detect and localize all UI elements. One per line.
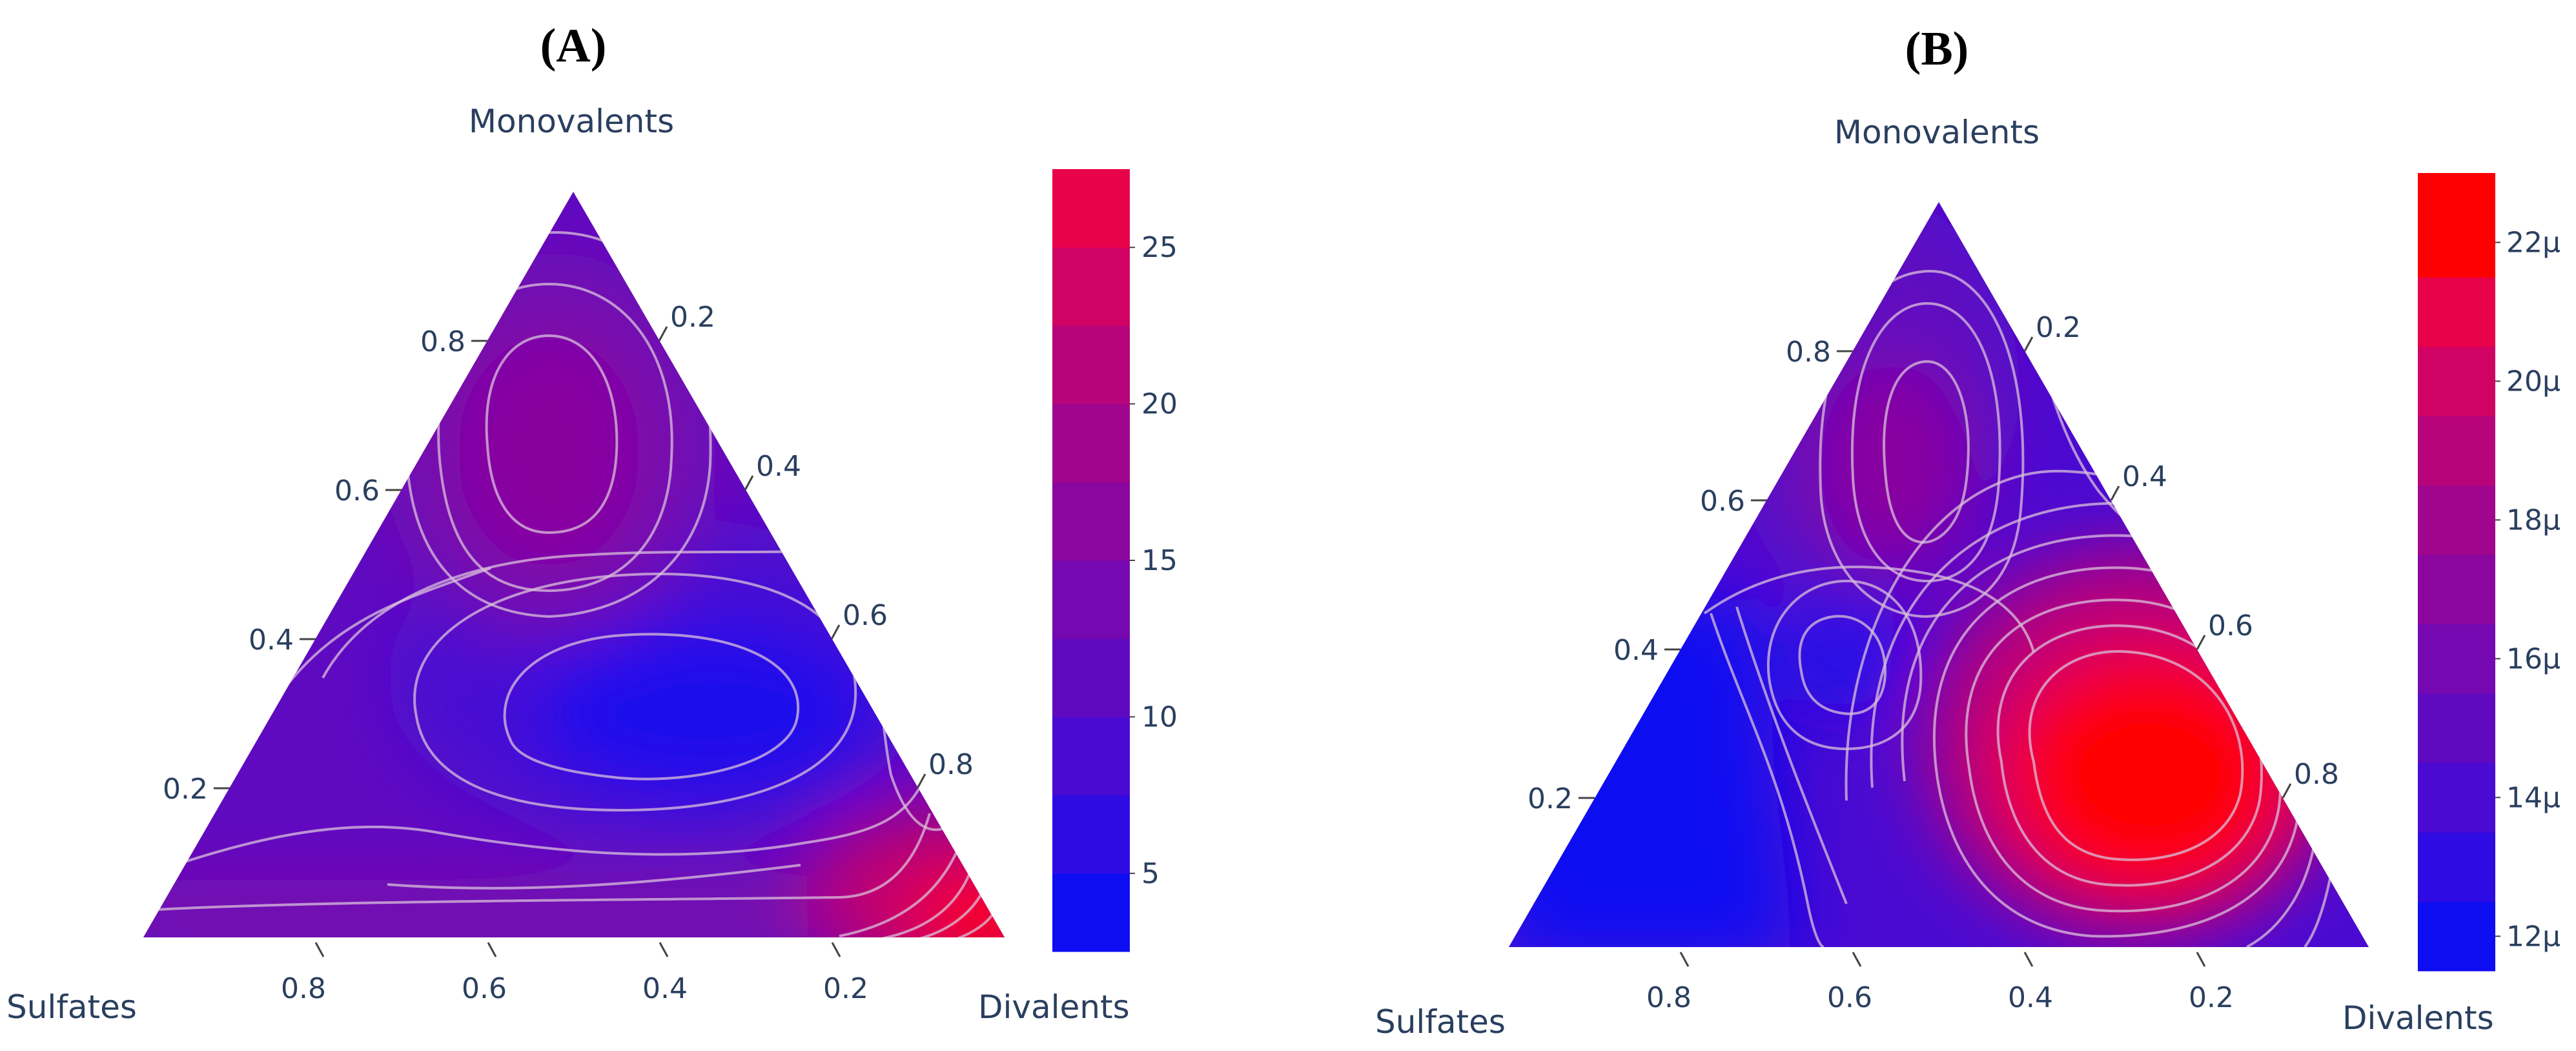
panel-b-left-tick-0.6: 0.6 xyxy=(1700,485,1745,518)
panel-b-left-tick-0.8: 0.8 xyxy=(1786,336,1831,369)
panel-b-bottom-ticks xyxy=(1679,952,2206,967)
colorbar-band xyxy=(2418,624,2495,694)
panel-a-left-tick-0.6: 0.6 xyxy=(334,474,380,507)
panel-b-bottom-tick-0.4: 0.4 xyxy=(2008,981,2053,1014)
panel-b-triangle xyxy=(1508,201,2369,948)
panel-b-right-tick-0.8: 0.8 xyxy=(2294,758,2339,791)
panel-b-axis-title-sulfates: Sulfates xyxy=(1375,1003,1506,1041)
panel-a-triangle xyxy=(143,191,1005,938)
colorbar-band xyxy=(2418,173,2495,278)
panel-a-right-tick-0.8: 0.8 xyxy=(928,748,974,781)
panel-b-axis-title-divalents: Divalents xyxy=(2342,999,2494,1037)
panel-a: (A) xyxy=(6,19,1178,1026)
colorbar-tick-label: 5 xyxy=(1141,857,1160,890)
panel-a-bottom-tick-0.2: 0.2 xyxy=(823,972,868,1005)
colorbar-band xyxy=(2418,555,2495,625)
panel-a-label: (A) xyxy=(540,19,607,72)
panel-b: (B) xyxy=(1375,23,2561,1041)
panel-a-axis-title-divalents: Divalents xyxy=(978,988,1130,1026)
colorbar-tick-label: 15 xyxy=(1141,544,1178,577)
colorbar-band xyxy=(1052,169,1130,248)
panel-b-right-tick-0.2: 0.2 xyxy=(2036,311,2081,344)
colorbar-band xyxy=(2418,485,2495,555)
panel-b-left-ticks xyxy=(1579,350,1853,799)
panel-b-axis-title-monovalents: Monovalents xyxy=(1834,114,2039,151)
colorbar-band xyxy=(2418,277,2495,347)
colorbar-tick-label: 22μ xyxy=(2506,226,2561,259)
panel-a-colorbar: 5 10 15 20 25 xyxy=(1052,169,1178,952)
colorbar-tick-label: 20 xyxy=(1141,388,1178,421)
panel-a-left-tick-0.8: 0.8 xyxy=(420,325,465,358)
colorbar-band xyxy=(2418,832,2495,903)
colorbar-band xyxy=(2418,416,2495,486)
panel-a-right-tick-0.4: 0.4 xyxy=(756,450,801,483)
panel-a-heatmap xyxy=(143,192,1005,937)
colorbar-tick-label: 25 xyxy=(1141,231,1178,264)
colorbar-band xyxy=(1052,482,1130,561)
panel-a-bottom-tick-0.4: 0.4 xyxy=(642,972,688,1005)
panel-a-axis-title-monovalents: Monovalents xyxy=(469,103,674,140)
colorbar-band xyxy=(2418,901,2495,972)
panel-a-right-tick-0.2: 0.2 xyxy=(670,301,715,334)
panel-a-left-tick-0.2: 0.2 xyxy=(163,773,208,806)
panel-b-left-tick-0.4: 0.4 xyxy=(1613,634,1659,667)
colorbar-band xyxy=(1052,795,1130,874)
colorbar-tick-label: 18μ xyxy=(2506,504,2561,536)
colorbar-tick-label: 10 xyxy=(1141,700,1178,733)
colorbar-tick-label: 16μ xyxy=(2506,642,2561,675)
panel-b-heatmap xyxy=(1509,202,2369,947)
panel-b-colorbar: 12μ 14μ 16μ 18μ 20μ 22μ xyxy=(2418,173,2561,972)
colorbar-band xyxy=(1052,403,1130,483)
panel-b-bottom-tick-0.6: 0.6 xyxy=(1827,981,1872,1014)
panel-b-bottom-tick-0.2: 0.2 xyxy=(2189,981,2234,1014)
panel-a-left-tick-0.4: 0.4 xyxy=(249,624,294,657)
colorbar-band xyxy=(1052,873,1130,952)
colorbar-band xyxy=(2418,762,2495,833)
colorbar-tick-label: 20μ xyxy=(2506,365,2561,398)
colorbar-band xyxy=(2418,346,2495,416)
panel-a-bottom-tick-0.6: 0.6 xyxy=(462,972,507,1005)
colorbar-band xyxy=(2418,693,2495,764)
panel-a-axis-title-sulfates: Sulfates xyxy=(6,988,137,1026)
panel-b-right-tick-0.4: 0.4 xyxy=(2122,460,2167,493)
panel-a-right-tick-0.6: 0.6 xyxy=(843,599,888,632)
panel-a-bottom-ticks xyxy=(314,942,841,957)
colorbar-band xyxy=(1052,560,1130,639)
colorbar-tick-label: 12μ xyxy=(2506,920,2561,953)
panel-a-bottom-tick-0.8: 0.8 xyxy=(281,972,326,1005)
colorbar-band xyxy=(1052,638,1130,717)
colorbar-band xyxy=(1052,717,1130,796)
colorbar-tick-label: 14μ xyxy=(2506,781,2561,814)
panel-b-label: (B) xyxy=(1905,23,1969,76)
panel-b-right-tick-0.6: 0.6 xyxy=(2208,609,2253,642)
panel-a-right-ticks xyxy=(658,326,926,789)
panel-b-bottom-tick-0.8: 0.8 xyxy=(1646,981,1692,1014)
panel-a-left-ticks xyxy=(214,340,487,790)
colorbar-band xyxy=(1052,247,1130,326)
colorbar-band xyxy=(1052,325,1130,405)
panel-b-right-ticks xyxy=(2023,336,2292,799)
panel-b-left-tick-0.2: 0.2 xyxy=(1528,782,1573,815)
